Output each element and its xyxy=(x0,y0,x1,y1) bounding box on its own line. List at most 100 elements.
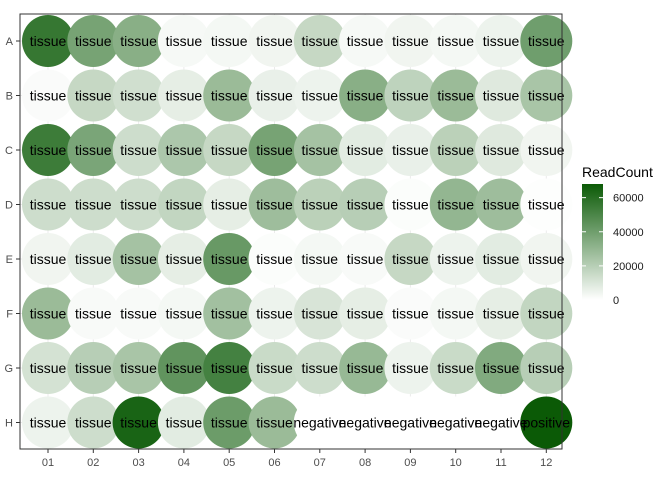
well-label: tissue xyxy=(528,142,565,158)
y-tick-label: B xyxy=(6,91,13,103)
well-label: tissue xyxy=(302,88,339,104)
well-point xyxy=(248,233,301,285)
well-label: tissue xyxy=(75,360,112,376)
well-point xyxy=(475,342,527,394)
well-label: tissue xyxy=(347,33,384,49)
well-point xyxy=(520,124,573,176)
well-point xyxy=(293,178,346,231)
well-label: tissue xyxy=(30,197,67,213)
well-point xyxy=(112,15,165,67)
well-label: tissue xyxy=(302,33,339,49)
well-point xyxy=(339,178,392,231)
well-point xyxy=(293,124,346,176)
legend-title: ReadCount xyxy=(582,164,653,180)
well-label: tissue xyxy=(483,360,520,376)
y-axis: A B C D E F G H xyxy=(4,36,20,430)
well-label: tissue xyxy=(483,33,520,49)
x-tick-label: 11 xyxy=(495,457,506,469)
well-point xyxy=(475,233,527,285)
well-label: tissue xyxy=(483,306,520,322)
well-point xyxy=(293,342,346,394)
well-point xyxy=(22,69,74,122)
well-label: tissue xyxy=(166,251,203,267)
well-point xyxy=(520,233,573,285)
well-point xyxy=(429,396,482,449)
x-tick-label: 08 xyxy=(359,457,371,469)
well-point xyxy=(112,396,165,449)
well-label: tissue xyxy=(392,306,429,322)
well-label: tissue xyxy=(528,88,565,104)
well-label: tissue xyxy=(256,197,293,213)
well-label: tissue xyxy=(256,88,293,104)
well-label: negative xyxy=(384,415,437,431)
well-point xyxy=(22,124,74,176)
well-point xyxy=(520,15,573,67)
well-point xyxy=(520,396,573,449)
well-label: negative xyxy=(293,415,346,431)
legend-tick-label: 60000 xyxy=(613,193,644,205)
well-point xyxy=(157,69,210,122)
well-label: tissue xyxy=(347,197,384,213)
well-label: tissue xyxy=(528,197,565,213)
well-label: tissue xyxy=(75,88,112,104)
x-tick-label: 07 xyxy=(314,457,326,469)
well-point xyxy=(339,124,392,176)
well-point xyxy=(475,15,527,67)
well-label: tissue xyxy=(30,251,67,267)
well-label: tissue xyxy=(256,33,293,49)
well-label: tissue xyxy=(437,142,474,158)
well-label: tissue xyxy=(211,142,248,158)
well-label: tissue xyxy=(483,197,520,213)
well-label: negative xyxy=(475,415,528,431)
well-label: positive xyxy=(523,415,571,431)
well-label: tissue xyxy=(528,33,565,49)
legend-ticks: 0 20000 40000 60000 xyxy=(582,193,644,307)
well-point xyxy=(157,15,210,67)
well-label: tissue xyxy=(347,251,384,267)
well-label: tissue xyxy=(75,142,112,158)
well-label: tissue xyxy=(211,415,248,431)
well-label: tissue xyxy=(30,88,67,104)
panel-border xyxy=(19,13,563,450)
well-label: tissue xyxy=(347,88,384,104)
well-label: tissue xyxy=(256,360,293,376)
well-label: tissue xyxy=(120,415,157,431)
well-label: tissue xyxy=(166,197,203,213)
x-tick-label: 01 xyxy=(42,457,54,469)
legend-tick-label: 0 xyxy=(613,295,619,307)
well-label: tissue xyxy=(166,88,203,104)
well-label: tissue xyxy=(120,306,157,322)
x-axis: 01 02 03 04 05 06 07 08 09 10 11 12 xyxy=(42,449,552,469)
well-label: tissue xyxy=(528,306,565,322)
well-label: tissue xyxy=(166,415,203,431)
well-point xyxy=(67,15,120,67)
well-point xyxy=(384,69,437,122)
well-label: tissue xyxy=(120,197,157,213)
well-label: tissue xyxy=(211,306,248,322)
well-label: tissue xyxy=(483,88,520,104)
well-point xyxy=(520,69,573,122)
well-point xyxy=(248,124,301,176)
well-label: tissue xyxy=(347,142,384,158)
well-label: tissue xyxy=(120,360,157,376)
well-label: tissue xyxy=(75,415,112,431)
well-point xyxy=(429,233,482,285)
well-point xyxy=(112,342,165,394)
well-point xyxy=(67,287,120,340)
well-point xyxy=(475,124,527,176)
well-label: tissue xyxy=(211,360,248,376)
well-point xyxy=(339,69,392,122)
x-tick-label: 03 xyxy=(132,457,144,469)
well-point xyxy=(339,15,392,67)
well-label: tissue xyxy=(302,360,339,376)
well-point xyxy=(384,342,437,394)
well-point xyxy=(475,396,527,449)
well-point xyxy=(157,178,210,231)
well-label: tissue xyxy=(166,142,203,158)
legend-tick-label: 20000 xyxy=(613,261,644,273)
well-point xyxy=(67,124,120,176)
well-point xyxy=(67,233,120,285)
well-point xyxy=(429,287,482,340)
y-tick-label: D xyxy=(5,200,13,212)
